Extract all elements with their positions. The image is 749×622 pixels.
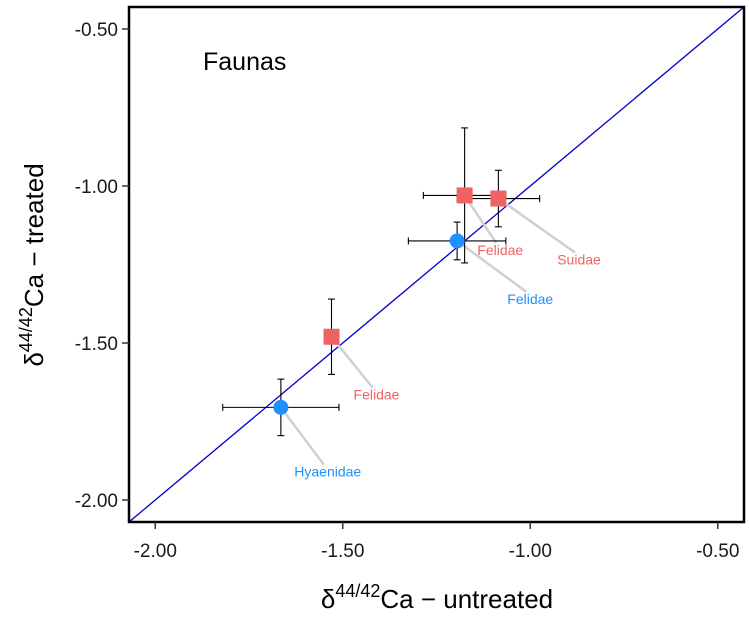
y-axis-title: δ44/42Ca − treated <box>16 163 49 366</box>
y-tick-label: -0.50 <box>75 20 118 41</box>
reference-line-layer <box>128 6 745 523</box>
label-leader-line <box>456 239 527 293</box>
label-leader-line <box>279 406 325 466</box>
x-tick-label: -1.50 <box>321 541 364 562</box>
point-label: Felidae <box>507 291 553 307</box>
y-tick-label: -1.00 <box>75 177 118 198</box>
x-tick-label: -1.00 <box>509 541 552 562</box>
circle-point <box>449 233 465 249</box>
point-label: Hyaenidae <box>294 463 361 479</box>
panel-border <box>127 5 746 524</box>
label-leader-line <box>330 335 374 389</box>
circle-point <box>273 399 289 415</box>
x-axis-title: δ44/42Ca − untreated <box>321 581 553 614</box>
square-point <box>490 190 507 207</box>
point-label-layer: Felidae Felidae Suidae Hyaenidae Felidae <box>294 242 601 479</box>
panel-title: Faunas <box>203 48 286 76</box>
y-tick-label: -1.50 <box>75 334 118 355</box>
point-label: Suidae <box>557 252 601 268</box>
one-to-one-line <box>128 6 745 523</box>
y-tick-label: -2.00 <box>75 491 118 512</box>
point-label: Felidae <box>354 387 400 403</box>
point-layer <box>273 187 507 415</box>
x-axis-ticks: -2.00 -1.50 -1.00 -0.50 <box>134 522 739 562</box>
square-point <box>323 328 340 345</box>
label-leader-line <box>497 197 576 254</box>
x-tick-label: -2.00 <box>134 541 177 562</box>
y-axis-ticks: -2.00 -1.50 -1.00 -0.50 <box>75 20 129 512</box>
point-label: Felidae <box>477 242 523 258</box>
square-point <box>456 187 473 204</box>
x-tick-label: -0.50 <box>696 541 739 562</box>
